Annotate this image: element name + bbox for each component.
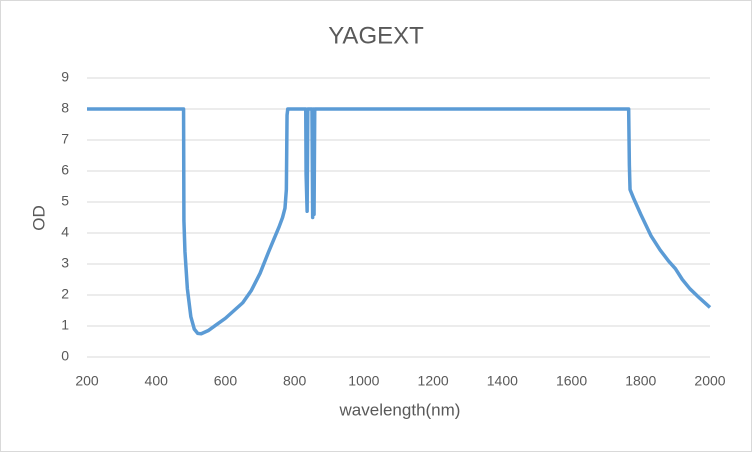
x-tick-label: 600 (214, 373, 238, 389)
y-tick-label: 0 (61, 348, 69, 364)
x-tick-label: 2000 (694, 373, 725, 389)
y-tick-label: 8 (61, 100, 69, 116)
y-tick-label: 1 (61, 317, 69, 333)
x-tick-label: 1600 (556, 373, 587, 389)
y-tick-label: 4 (61, 224, 69, 240)
x-tick-label: 1000 (348, 373, 379, 389)
y-tick-label: 9 (61, 69, 69, 85)
x-tick-label: 1800 (625, 373, 656, 389)
x-tick-label: 1200 (418, 373, 449, 389)
y-tick-label: 7 (61, 131, 69, 147)
x-axis-label: wavelength(nm) (339, 400, 461, 419)
y-tick-label: 3 (61, 255, 69, 271)
x-tick-label: 800 (283, 373, 307, 389)
y-tick-label: 6 (61, 162, 69, 178)
y-tick-label: 2 (61, 286, 69, 302)
y-tick-label: 5 (61, 193, 69, 209)
data-line (87, 107, 712, 336)
x-tick-label: 400 (145, 373, 169, 389)
chart-title: YAGEXT (328, 22, 424, 49)
x-tick-label: 200 (75, 373, 99, 389)
x-tick-label: 1400 (487, 373, 518, 389)
y-axis-label: OD (29, 205, 48, 231)
